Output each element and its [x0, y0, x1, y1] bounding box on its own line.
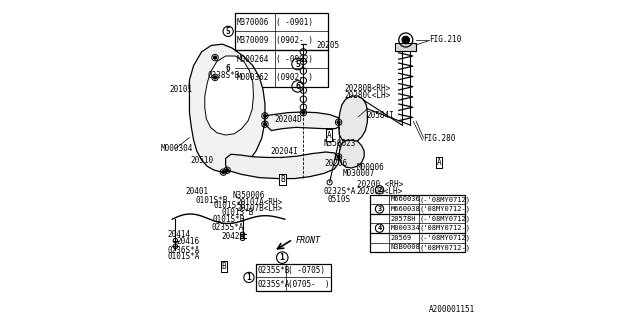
- Text: 0235S*A: 0235S*A: [212, 223, 244, 232]
- Text: A: A: [326, 131, 332, 140]
- Polygon shape: [396, 43, 416, 51]
- Circle shape: [402, 36, 410, 44]
- Circle shape: [214, 76, 216, 79]
- Text: 2: 2: [378, 187, 381, 193]
- Polygon shape: [339, 96, 367, 143]
- Text: 20107B<LH>: 20107B<LH>: [236, 204, 282, 212]
- Text: ('08MY0712-): ('08MY0712-): [420, 225, 471, 231]
- Text: 20205: 20205: [317, 41, 340, 50]
- Text: N350023: N350023: [323, 139, 356, 148]
- Polygon shape: [205, 56, 253, 135]
- Text: M370009: M370009: [237, 36, 269, 45]
- Text: 20204I: 20204I: [270, 147, 298, 156]
- FancyBboxPatch shape: [236, 13, 328, 87]
- Text: (0902- ): (0902- ): [276, 73, 314, 82]
- Text: 20107A<RH>: 20107A<RH>: [236, 198, 282, 207]
- Text: 1: 1: [280, 253, 285, 262]
- Text: N3B0008: N3B0008: [390, 244, 420, 250]
- Circle shape: [337, 121, 340, 124]
- Text: 20416: 20416: [177, 237, 200, 246]
- Text: 0101S*B: 0101S*B: [212, 215, 244, 224]
- Text: ( -0705): ( -0705): [288, 266, 324, 275]
- Text: 20569: 20569: [390, 235, 412, 241]
- Polygon shape: [339, 140, 364, 168]
- Text: N350006: N350006: [233, 191, 266, 200]
- Text: 6: 6: [226, 64, 230, 73]
- Text: 0101S*B: 0101S*B: [221, 208, 254, 217]
- Text: 20414: 20414: [167, 230, 190, 239]
- Text: M660036: M660036: [390, 196, 420, 202]
- Text: FIG.210: FIG.210: [429, 35, 461, 44]
- Text: M000362: M000362: [237, 73, 269, 82]
- Text: B: B: [221, 262, 227, 271]
- Text: 20420: 20420: [222, 232, 245, 241]
- Text: 20510: 20510: [191, 156, 214, 164]
- Text: 20200A<LH>: 20200A<LH>: [357, 187, 403, 196]
- Circle shape: [337, 155, 340, 158]
- Text: ('08MY0712-): ('08MY0712-): [420, 206, 471, 212]
- Text: M000304: M000304: [161, 144, 193, 153]
- Circle shape: [302, 111, 305, 114]
- Text: 0510S: 0510S: [328, 195, 351, 204]
- Text: 3: 3: [378, 206, 381, 212]
- Text: 20204D: 20204D: [275, 115, 302, 124]
- Text: 0236S*A: 0236S*A: [167, 246, 200, 255]
- Text: 20280C<LH>: 20280C<LH>: [344, 91, 390, 100]
- Text: (0705-  ): (0705- ): [288, 280, 330, 289]
- Text: 0101S*A: 0101S*A: [167, 252, 200, 261]
- Text: FIG.280: FIG.280: [423, 134, 456, 143]
- Text: M000334: M000334: [390, 225, 420, 231]
- Text: M370006: M370006: [237, 18, 269, 27]
- Text: (-'08MY0712): (-'08MY0712): [420, 235, 471, 241]
- Circle shape: [222, 171, 225, 174]
- Text: (0902- ): (0902- ): [276, 36, 314, 45]
- Text: 6: 6: [295, 82, 300, 91]
- Text: 0235S*B: 0235S*B: [257, 266, 290, 275]
- Polygon shape: [226, 152, 339, 179]
- Text: 20200 <RH>: 20200 <RH>: [357, 180, 403, 189]
- Polygon shape: [265, 112, 342, 131]
- Text: 5: 5: [226, 27, 230, 36]
- FancyBboxPatch shape: [370, 195, 465, 252]
- Text: 0235S*A: 0235S*A: [257, 280, 290, 289]
- Circle shape: [264, 123, 267, 126]
- Text: A: A: [436, 158, 442, 167]
- Text: ('08MY0712-): ('08MY0712-): [420, 244, 471, 251]
- Text: 20401: 20401: [186, 188, 209, 196]
- Text: 0232S*A: 0232S*A: [323, 187, 356, 196]
- Text: M000264: M000264: [237, 55, 269, 64]
- Polygon shape: [189, 44, 265, 172]
- Text: B: B: [221, 262, 227, 271]
- Text: M030007: M030007: [343, 169, 376, 178]
- Text: 20206: 20206: [325, 159, 348, 168]
- Text: A200001151: A200001151: [429, 305, 475, 314]
- Text: M660038: M660038: [390, 206, 420, 212]
- Text: FRONT: FRONT: [296, 236, 321, 245]
- Text: 5: 5: [295, 60, 300, 68]
- Text: 20578H: 20578H: [390, 216, 416, 221]
- Text: ( -0901): ( -0901): [276, 18, 314, 27]
- Text: M00006: M00006: [357, 163, 385, 172]
- Text: 20280B<RH>: 20280B<RH>: [344, 84, 390, 93]
- Text: (-'08MY0712): (-'08MY0712): [420, 215, 471, 222]
- Circle shape: [264, 114, 267, 117]
- Text: 20101: 20101: [170, 85, 193, 94]
- Text: 20584I: 20584I: [366, 111, 394, 120]
- Text: 4: 4: [378, 225, 381, 231]
- Text: 0238S*B: 0238S*B: [207, 71, 240, 80]
- Text: (-'08MY0712): (-'08MY0712): [420, 196, 471, 203]
- Text: 0101S*B: 0101S*B: [214, 201, 246, 210]
- Text: B: B: [280, 175, 285, 184]
- Text: 0101S*B: 0101S*B: [195, 196, 228, 204]
- Text: 1: 1: [246, 273, 252, 282]
- Text: B: B: [280, 175, 285, 184]
- Text: ( -0902): ( -0902): [276, 55, 314, 64]
- Circle shape: [226, 169, 229, 172]
- Text: A: A: [326, 131, 332, 140]
- Text: A: A: [436, 158, 442, 167]
- Circle shape: [214, 56, 216, 59]
- FancyBboxPatch shape: [256, 264, 332, 291]
